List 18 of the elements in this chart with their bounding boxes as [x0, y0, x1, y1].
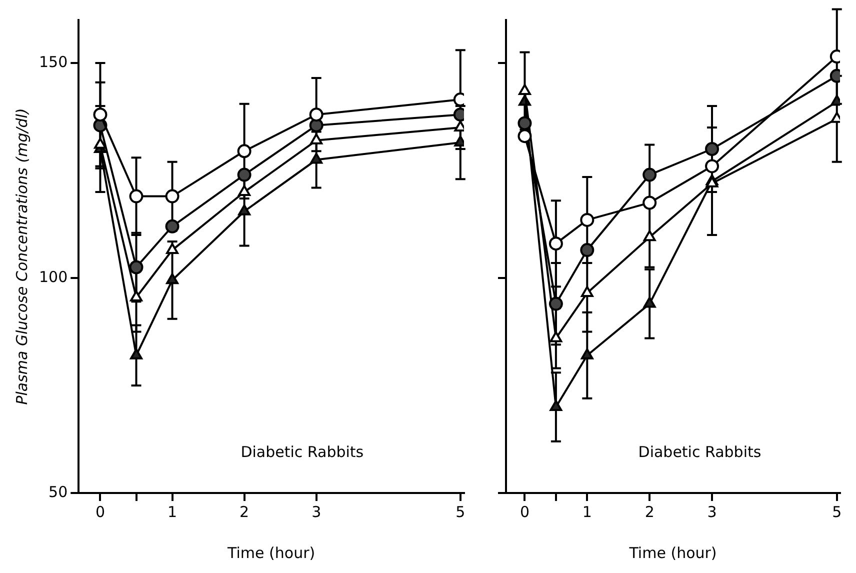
x-tick-label: 1: [582, 502, 592, 521]
x-tick-label: 5: [456, 502, 466, 521]
x-tick-label: 0: [520, 502, 530, 521]
x-tick-label: 1: [168, 502, 178, 521]
annotation: Diabetic Rabbits: [240, 442, 364, 461]
annotation: Diabetic Rabbits: [638, 442, 762, 461]
x-axis-title: Time (hour): [226, 544, 316, 562]
x-tick-label: 3: [312, 502, 322, 521]
y-axis-title: Plasma Glucose Concentrations (mg/dl): [12, 108, 31, 405]
x-tick-label: 0: [95, 502, 106, 521]
y-tick-label: 150: [38, 52, 68, 71]
x-axis-title: Time (hour): [628, 544, 717, 562]
y-tick-label: 50: [48, 482, 68, 501]
y-tick-label: 100: [38, 268, 68, 286]
x-tick-label: 3: [707, 502, 717, 521]
x-tick-label: 5: [832, 502, 842, 521]
x-tick-label: 2: [644, 502, 654, 521]
x-tick-label: 2: [240, 502, 250, 521]
